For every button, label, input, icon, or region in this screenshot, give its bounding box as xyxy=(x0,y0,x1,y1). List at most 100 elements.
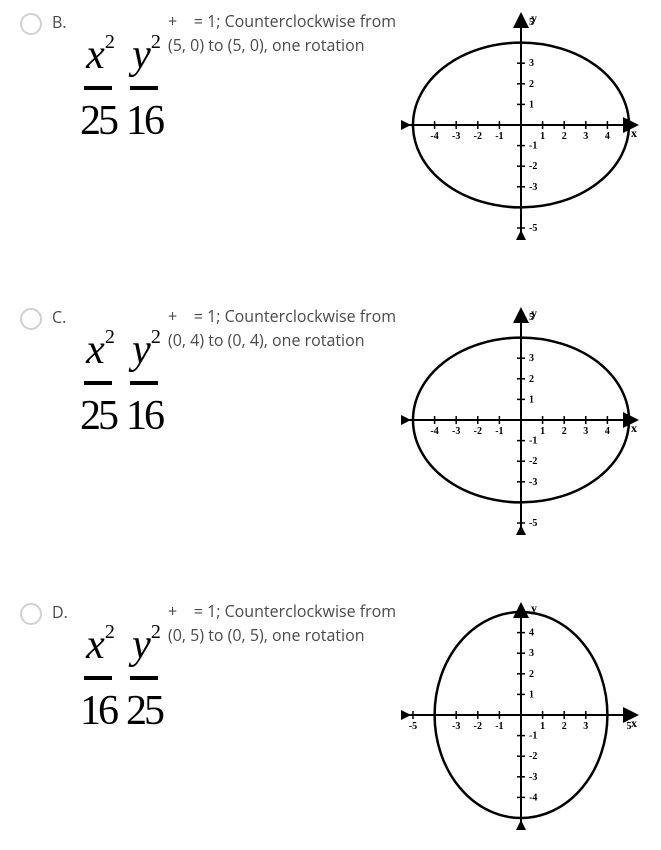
orientation-text: (0, 4) to (0, 4), one rotation xyxy=(168,329,396,351)
plus-sign: + xyxy=(168,305,177,327)
svg-text:2: 2 xyxy=(562,721,567,732)
svg-text:1: 1 xyxy=(540,131,545,142)
ellipse-graph: -5-3-2-112351234-1-2-3-4yx xyxy=(401,600,641,830)
fraction-1: x2 25 xyxy=(80,34,116,142)
denominator: 16 xyxy=(80,690,116,732)
denominator: 25 xyxy=(126,690,162,732)
equation: x2 25 y2 16 + = 1; Counterclockwise from… xyxy=(80,10,396,142)
svg-text:1: 1 xyxy=(540,721,545,732)
svg-text:-2: -2 xyxy=(529,161,537,172)
numerator: x2 xyxy=(86,624,110,666)
plus-sign: + xyxy=(168,10,177,32)
answer-option: D. x2 16 y2 25 + = 1; Counterc xyxy=(20,600,641,840)
denominator: 25 xyxy=(80,395,116,437)
equation-rhs: = 1; Counterclockwise from xyxy=(194,600,396,622)
svg-text:-3: -3 xyxy=(529,182,537,193)
svg-text:2: 2 xyxy=(529,669,534,680)
svg-text:-1: -1 xyxy=(495,426,503,437)
option-letter: D. xyxy=(52,600,80,624)
svg-text:-2: -2 xyxy=(474,426,482,437)
svg-text:1: 1 xyxy=(540,426,545,437)
answer-option: B. x2 25 y2 16 + = 1; Counterc xyxy=(20,10,641,250)
svg-text:3: 3 xyxy=(529,353,534,364)
svg-text:-3: -3 xyxy=(452,426,460,437)
denominator: 16 xyxy=(126,395,162,437)
svg-text:2: 2 xyxy=(562,131,567,142)
fraction-bar xyxy=(84,86,112,90)
radio-button[interactable] xyxy=(20,603,42,625)
option-letter: C. xyxy=(52,305,80,329)
fraction-bar xyxy=(130,381,158,385)
svg-text:-1: -1 xyxy=(529,731,537,742)
equation-text: + = 1; Counterclockwise from (0, 5) to (… xyxy=(168,600,396,646)
equation-rhs: = 1; Counterclockwise from xyxy=(194,305,396,327)
fraction-bar xyxy=(84,676,112,680)
orientation-text: (0, 5) to (0, 5), one rotation xyxy=(168,624,396,646)
svg-text:y: y xyxy=(531,11,537,25)
fraction-bar xyxy=(130,86,158,90)
equation-text: + = 1; Counterclockwise from (5, 0) to (… xyxy=(168,10,396,56)
option-content: x2 25 y2 16 + = 1; Counterclockwise from… xyxy=(80,305,396,437)
svg-text:x: x xyxy=(631,421,637,435)
denominator: 16 xyxy=(126,100,162,142)
numerator: y2 xyxy=(132,34,156,76)
svg-text:-5: -5 xyxy=(529,518,537,529)
svg-text:2: 2 xyxy=(529,79,534,90)
ellipse-graph: -4-3-2-112341235-1-2-3-5yx xyxy=(401,10,641,240)
svg-text:3: 3 xyxy=(583,721,588,732)
svg-text:1: 1 xyxy=(529,689,534,700)
equation-text: + = 1; Counterclockwise from (0, 4) to (… xyxy=(168,305,396,351)
svg-text:-3: -3 xyxy=(529,772,537,783)
svg-text:-1: -1 xyxy=(529,436,537,447)
svg-text:1: 1 xyxy=(529,99,534,110)
answer-option: C. x2 25 y2 16 + = 1; Counterc xyxy=(20,305,641,545)
svg-text:3: 3 xyxy=(583,426,588,437)
orientation-text: (5, 0) to (5, 0), one rotation xyxy=(168,34,396,56)
numerator: x2 xyxy=(86,329,110,371)
svg-text:-2: -2 xyxy=(529,456,537,467)
fractions: x2 25 y2 16 xyxy=(80,329,162,437)
denominator: 25 xyxy=(80,100,116,142)
equation: x2 25 y2 16 + = 1; Counterclockwise from… xyxy=(80,305,396,437)
svg-text:-2: -2 xyxy=(529,751,537,762)
svg-text:-3: -3 xyxy=(452,131,460,142)
svg-text:-2: -2 xyxy=(474,721,482,732)
svg-text:-1: -1 xyxy=(495,131,503,142)
svg-text:-4: -4 xyxy=(529,792,537,803)
radio-button[interactable] xyxy=(20,13,42,35)
numerator: x2 xyxy=(86,34,110,76)
fraction-1: x2 25 xyxy=(80,329,116,437)
ellipse-graph: -4-3-2-112341235-1-2-3-5yx xyxy=(401,305,641,535)
equation: x2 16 y2 25 + = 1; Counterclockwise from… xyxy=(80,600,396,732)
equation-rhs: = 1; Counterclockwise from xyxy=(194,10,396,32)
radio-button[interactable] xyxy=(20,308,42,330)
svg-text:-4: -4 xyxy=(430,131,438,142)
svg-text:-1: -1 xyxy=(529,141,537,152)
fraction-bar xyxy=(84,381,112,385)
svg-text:3: 3 xyxy=(529,648,534,659)
svg-text:1: 1 xyxy=(529,394,534,405)
fraction-2: y2 16 xyxy=(126,329,162,437)
svg-text:y: y xyxy=(531,306,537,320)
fractions: x2 25 y2 16 xyxy=(80,34,162,142)
plus-sign: + xyxy=(168,600,177,622)
svg-text:4: 4 xyxy=(605,426,610,437)
numerator: y2 xyxy=(132,624,156,666)
fraction-bar xyxy=(130,676,158,680)
fractions: x2 16 y2 25 xyxy=(80,624,162,732)
option-content: x2 16 y2 25 + = 1; Counterclockwise from… xyxy=(80,600,396,732)
svg-text:-5: -5 xyxy=(409,721,417,732)
fraction-2: y2 25 xyxy=(126,624,162,732)
svg-text:-2: -2 xyxy=(474,131,482,142)
svg-text:x: x xyxy=(631,716,637,730)
svg-text:-4: -4 xyxy=(430,426,438,437)
option-content: x2 25 y2 16 + = 1; Counterclockwise from… xyxy=(80,10,396,142)
svg-text:3: 3 xyxy=(529,58,534,69)
fraction-2: y2 16 xyxy=(126,34,162,142)
svg-text:-1: -1 xyxy=(495,721,503,732)
svg-text:2: 2 xyxy=(562,426,567,437)
svg-text:2: 2 xyxy=(529,374,534,385)
fraction-1: x2 16 xyxy=(80,624,116,732)
svg-text:4: 4 xyxy=(605,131,610,142)
svg-text:x: x xyxy=(631,126,637,140)
